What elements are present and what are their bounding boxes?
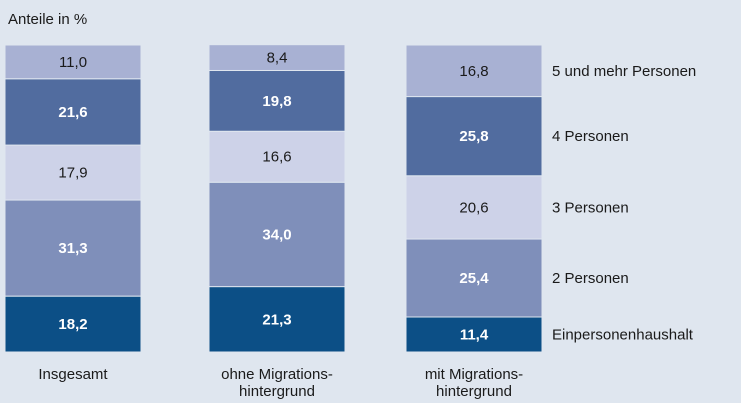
- x-tick-label: mit Migrations- hintergrund: [424, 366, 524, 400]
- bar-segment: [208, 181, 346, 288]
- bar-segment: [208, 286, 346, 353]
- bar-segment: [405, 238, 543, 318]
- bar-segment: [405, 175, 543, 240]
- value-label: 17,9: [58, 165, 87, 182]
- value-label: 11,0: [59, 54, 87, 71]
- value-label: 20,6: [459, 199, 488, 216]
- bar-segment: [4, 199, 142, 297]
- legend-label: 2 Personen: [552, 270, 629, 287]
- x-tick-label: ohne Migrations- hintergrund: [221, 366, 333, 400]
- legend-label: 3 Personen: [552, 199, 629, 216]
- value-label: 25,8: [459, 128, 488, 145]
- value-label: 8,4: [267, 50, 288, 67]
- value-label: 18,2: [58, 316, 87, 333]
- value-label: 21,3: [262, 311, 291, 328]
- legend-label: 5 und mehr Personen: [552, 63, 696, 80]
- bar-segment: [405, 44, 543, 98]
- value-label: 31,3: [58, 240, 87, 257]
- bar-segment: [4, 78, 142, 146]
- bar-segment: [208, 69, 346, 132]
- bar-segment: [4, 44, 142, 80]
- bar-segment: [208, 130, 346, 183]
- y-axis-label: Anteile in %: [8, 11, 87, 28]
- bar-segment: [405, 316, 543, 353]
- legend-label: Einpersonenhaushalt: [552, 326, 694, 343]
- x-tick-label: Insgesamt: [38, 366, 108, 383]
- value-label: 16,6: [262, 149, 291, 166]
- legend-label: 4 Personen: [552, 128, 629, 145]
- value-label: 34,0: [262, 226, 291, 243]
- value-label: 19,8: [262, 93, 291, 110]
- bar-segment: [208, 44, 346, 71]
- value-label: 16,8: [459, 63, 488, 80]
- value-label: 25,4: [459, 270, 489, 287]
- value-label: 11,4: [460, 326, 489, 343]
- value-label: 21,6: [58, 104, 87, 121]
- bar-segment: [4, 295, 142, 353]
